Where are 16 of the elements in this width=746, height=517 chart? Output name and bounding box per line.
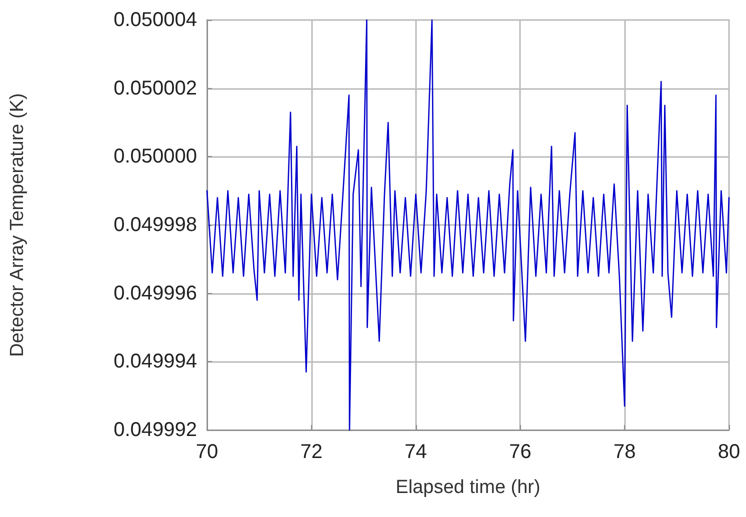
y-tick-label: 0.049998	[114, 214, 197, 236]
x-tick-label: 70	[196, 441, 218, 463]
line-series	[206, 19, 730, 431]
x-tick-label: 80	[718, 441, 740, 463]
y-tick-label: 0.049996	[114, 282, 197, 304]
y-tick-label: 0.050004	[114, 9, 197, 31]
x-axis-title: Elapsed time (hr)	[396, 477, 540, 498]
x-tick-label: 78	[613, 441, 636, 463]
y-tick-label: 0.050002	[114, 77, 197, 100]
y-tick-label: 0.050000	[114, 146, 197, 168]
y-tick-label: 0.049992	[114, 419, 197, 441]
y-tick-label: 0.049994	[114, 350, 197, 373]
y-axis-title: Detector Array Temperature (K)	[7, 93, 28, 357]
x-tick-label: 74	[404, 441, 427, 463]
x-tick-label: 76	[509, 441, 532, 463]
x-tick-label: 72	[300, 441, 323, 463]
